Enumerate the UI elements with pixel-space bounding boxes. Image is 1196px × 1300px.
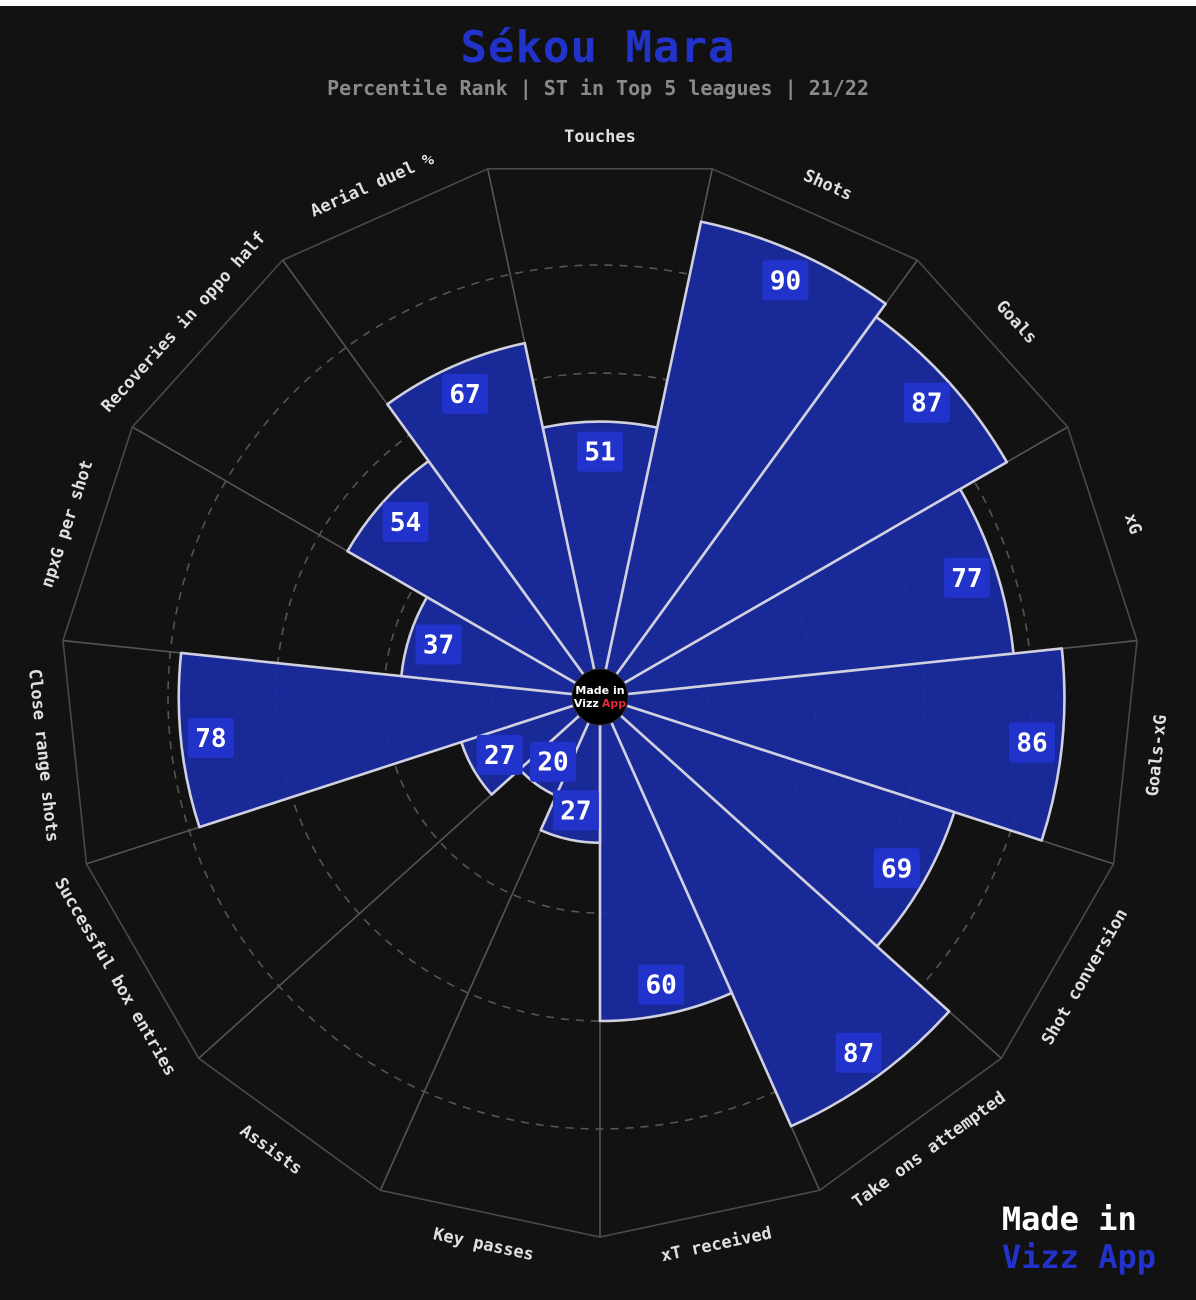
value-label-text: 27 [484,741,515,771]
bar-layer [177,220,1066,1128]
category-label: Goals-xG [1143,714,1171,798]
brand-line2: Vizz App [1001,1238,1156,1276]
value-label-text: 86 [1016,728,1047,758]
value-label-text: 77 [951,564,982,594]
category-label: npxG per shot [37,458,97,591]
value-label: 67 [442,373,489,414]
value-label: 60 [638,964,685,1005]
value-label-box [835,1032,882,1073]
value-label-box [943,557,990,598]
value-label-box [187,717,234,758]
value-label-text: 69 [881,854,912,884]
category-label: xT received [659,1223,773,1266]
bar-close-range-shots [177,651,602,829]
value-label: 51 [577,431,623,472]
center-logo-line2-a: Vizz [574,697,599,710]
value-label: 77 [943,557,990,598]
value-label-box [903,382,950,423]
grid-outer-ring [62,168,1138,1238]
value-label: 69 [873,848,920,889]
chart-subtitle: Percentile Rank | ST in Top 5 leagues | … [327,76,869,100]
center-logo-badge: Made in Vizz App [571,668,629,726]
center-logo-line1: Made in [575,684,624,697]
value-label-box [638,964,685,1005]
value-label-text: 54 [390,508,421,538]
category-label: xG [1120,511,1145,537]
category-label: Aerial duel % [307,149,437,222]
value-label: 27 [552,790,599,831]
center-logo-circle [571,668,629,726]
value-label-text: 90 [770,266,801,296]
category-label: Close range shots [24,668,62,843]
value-label-text: 37 [423,631,454,661]
category-label: Touches [564,127,636,147]
value-label-box [552,790,599,831]
brand-line1: Made in [1001,1200,1137,1238]
value-label-text: 67 [449,380,480,410]
bar-goals-xg [598,647,1066,842]
value-label-box [442,373,489,414]
bar-aerial-duel- [386,341,602,699]
value-label-text: 78 [195,724,226,754]
value-label-text: 20 [537,748,568,778]
center-logo-line2-b: App [602,697,626,710]
value-label: 54 [382,501,429,542]
value-label-text: 87 [843,1039,874,1069]
bar-touches [541,420,659,699]
value-label-box [1009,722,1056,763]
category-label: Recoveries in oppo half [98,228,270,416]
value-label: 86 [1009,722,1056,763]
category-label: Assists [236,1121,306,1179]
value-label-text: 87 [911,389,942,419]
value-label: 87 [903,382,950,423]
value-label-box [415,624,462,665]
category-label: Successful box entries [50,874,180,1079]
category-label: Take ons attempted [849,1088,1010,1212]
value-label-box [873,848,920,889]
bar-shots [598,220,887,699]
center-logo-line2: Vizz App [574,697,626,710]
category-label: Shot conversion [1038,906,1132,1049]
category-label: Goals [992,297,1041,348]
value-label-box [476,734,523,775]
bar-xt-received [598,695,734,1023]
category-label: Key passes [431,1224,535,1265]
value-label: 87 [835,1032,882,1073]
value-label-text: 51 [584,438,615,468]
value-label-box [762,260,809,301]
value-label-text: 60 [645,971,676,1001]
brand-watermark: Made in Vizz App [1002,1200,1156,1276]
value-label: 90 [762,260,809,301]
bar-shot-conversion [598,695,956,948]
category-label: Shots [800,166,855,205]
value-label-box [529,741,576,782]
value-label-layer: 51 90 87 77 86 69 87 60 27 20 27 78 37 54 67 [187,260,1056,1073]
chart-title: Sékou Mara [460,22,736,73]
bar-xg [598,487,1015,699]
value-label-box [382,501,429,542]
value-label: 37 [415,624,462,665]
value-label: 27 [476,734,523,775]
value-label: 78 [187,717,234,758]
value-label-box [577,431,623,472]
value-label: 20 [529,741,576,782]
value-label-text: 27 [560,796,591,826]
bar-take-ons-attempted [598,695,951,1128]
